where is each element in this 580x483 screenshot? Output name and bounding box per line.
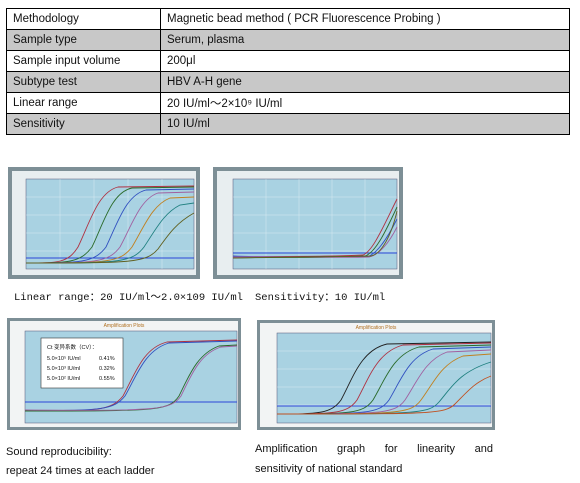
amplification-caption-line2: sensitivity of national standard — [255, 463, 403, 475]
linear-range-caption: Linear range：20 IU/ml～2.0×109 IU/ml — [14, 292, 243, 304]
cv-row-conc: 5.0×10⁵ IU/ml — [47, 355, 81, 362]
reproducibility-caption-line2: repeat 24 times at each ladder — [6, 465, 155, 477]
caption-word: and — [474, 443, 493, 455]
linear-range-plot — [8, 167, 200, 279]
spec-table: Methodology Magnetic bead method ( PCR F… — [6, 8, 570, 135]
spec-row: Sample type Serum, plasma — [6, 29, 570, 51]
spec-row: Sample input volume 200μl — [6, 50, 570, 72]
amplification-curves — [25, 185, 195, 264]
cv-row-value: 0.55% — [99, 376, 115, 382]
gridlines — [233, 179, 397, 269]
sensitivity-caption: Sensitivity：10 IU/ml — [255, 292, 386, 304]
amplification-curves — [232, 198, 398, 259]
amplification-plot: Amplification Plots — [257, 320, 495, 430]
cv-row-value: 0.32% — [99, 366, 115, 372]
cv-box-title: Ct 变异系数（CV）： — [47, 343, 97, 351]
spec-value: Magnetic bead method ( PCR Fluorescence … — [160, 8, 570, 30]
reproducibility-plot-svg: Amplification Plots Ct 变异系数（CV）： 5.0×10⁵… — [7, 318, 241, 430]
spec-value: HBV A-H gene — [160, 71, 570, 93]
plot-area — [232, 178, 398, 270]
amplification-curves — [24, 339, 238, 412]
plot-title: Amplification Plots — [356, 325, 397, 331]
amplification-curves — [276, 341, 492, 415]
spec-value: Serum, plasma — [160, 29, 570, 51]
cv-row-value: 0.41% — [99, 356, 115, 362]
linear-range-plot-svg — [8, 167, 200, 279]
reproducibility-plot: Amplification Plots Ct 变异系数（CV）： 5.0×10⁵… — [7, 318, 241, 430]
spec-label: Methodology — [6, 8, 161, 30]
cv-box: Ct 变异系数（CV）： 5.0×10⁵ IU/ml 0.41% 5.0×10³… — [40, 337, 124, 389]
plot-title: Amplification Plots — [104, 323, 145, 329]
cv-row-conc: 5.0×10³ IU/ml — [47, 366, 80, 372]
spec-label: Sample input volume — [6, 50, 161, 72]
spec-label: Sample type — [6, 29, 161, 51]
spec-label: Linear range — [6, 92, 161, 114]
caption-word: Amplification — [255, 443, 318, 455]
amplification-plot-svg: Amplification Plots — [257, 320, 495, 430]
caption-word: for — [384, 443, 398, 455]
caption-word: linearity — [417, 443, 456, 455]
gridlines — [26, 179, 194, 269]
spec-value: 20 IU/ml～2×10⁹ IU/ml — [160, 92, 570, 114]
spec-row: Methodology Magnetic bead method ( PCR F… — [6, 8, 570, 30]
spec-row: Sensitivity 10 IU/ml — [6, 113, 570, 135]
sensitivity-plot — [213, 167, 403, 279]
plot-area — [276, 332, 492, 424]
amplification-caption-line1: Amplification graph for linearity and — [255, 443, 493, 455]
spec-label: Sensitivity — [6, 113, 161, 135]
spec-label: Subtype test — [6, 71, 161, 93]
plot-area — [25, 178, 195, 270]
spec-value: 10 IU/ml — [160, 113, 570, 135]
sensitivity-plot-svg — [213, 167, 403, 279]
spec-row: Linear range 20 IU/ml～2×10⁹ IU/ml — [6, 92, 570, 114]
reproducibility-caption-line1: Sound reproducibility: — [6, 446, 112, 458]
spec-value: 200μl — [160, 50, 570, 72]
caption-word: graph — [336, 443, 366, 455]
cv-row-conc: 5.0×10² IU/ml — [47, 376, 80, 382]
spec-row: Subtype test HBV A-H gene — [6, 71, 570, 93]
